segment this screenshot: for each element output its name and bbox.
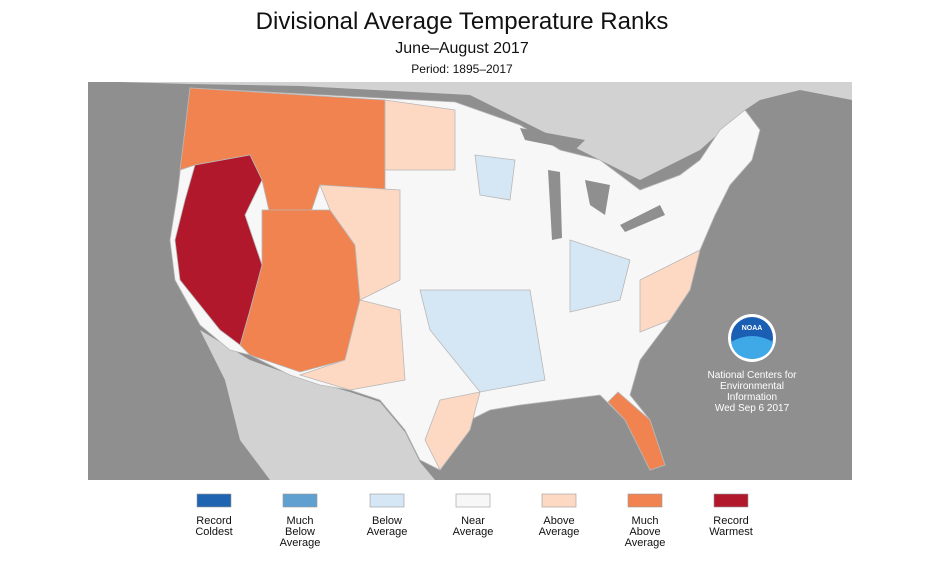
legend-label: Average [625, 537, 666, 549]
northwest [179, 87, 386, 216]
south-central [419, 289, 546, 393]
branding: NOAA National Centers forEnvironmentalIn… [708, 314, 798, 414]
legend-label: Average [280, 537, 321, 549]
map [88, 82, 852, 480]
ohio-valley [569, 239, 631, 313]
legend-swatch [196, 493, 232, 508]
north-dakota [384, 99, 456, 171]
canada [88, 82, 852, 180]
legend-swatch [713, 493, 749, 508]
california-nevada [174, 154, 263, 346]
legend-label: Below [372, 515, 402, 527]
legend-label: Warmest [709, 526, 753, 538]
legend-label: Average [453, 526, 494, 538]
legend-label: Near [461, 515, 485, 527]
mexico [200, 330, 435, 480]
title: Divisional Average Temperature Ranks [256, 8, 669, 35]
legend-label: Above [629, 526, 660, 538]
great-lakes [520, 128, 665, 240]
legend-label: Much [632, 515, 659, 527]
legend-swatch [455, 493, 491, 508]
legend-label: Record [713, 515, 748, 527]
subtitle: June–August 2017 [395, 40, 529, 57]
legend-swatch [627, 493, 663, 508]
brand-date: Wed Sep 6 2017 [715, 403, 790, 414]
logo-text: NOAA [742, 325, 763, 332]
period: Period: 1895–2017 [411, 62, 513, 76]
texas-coast [424, 391, 481, 471]
legend-label: Above [543, 515, 574, 527]
legend-label: Much [287, 515, 314, 527]
brand-line: National Centers for [708, 370, 798, 381]
legend-label: Coldest [195, 526, 232, 538]
florida [607, 391, 666, 471]
legend-swatch [282, 493, 318, 508]
legend-label: Average [367, 526, 408, 538]
new-mexico [298, 299, 406, 391]
legend: RecordColdestMuchBelowAverageBelowAverag… [195, 493, 753, 549]
legend-label: Average [539, 526, 580, 538]
legend-swatch [369, 493, 405, 508]
mid-atlantic [639, 249, 701, 333]
logo-wave [731, 336, 773, 359]
legend-swatch [541, 493, 577, 508]
legend-label: Record [196, 515, 231, 527]
brand-line: Environmental [720, 381, 784, 392]
legend-label: Below [285, 526, 315, 538]
brand-line: Information [727, 392, 777, 403]
upper-midwest [474, 154, 516, 201]
